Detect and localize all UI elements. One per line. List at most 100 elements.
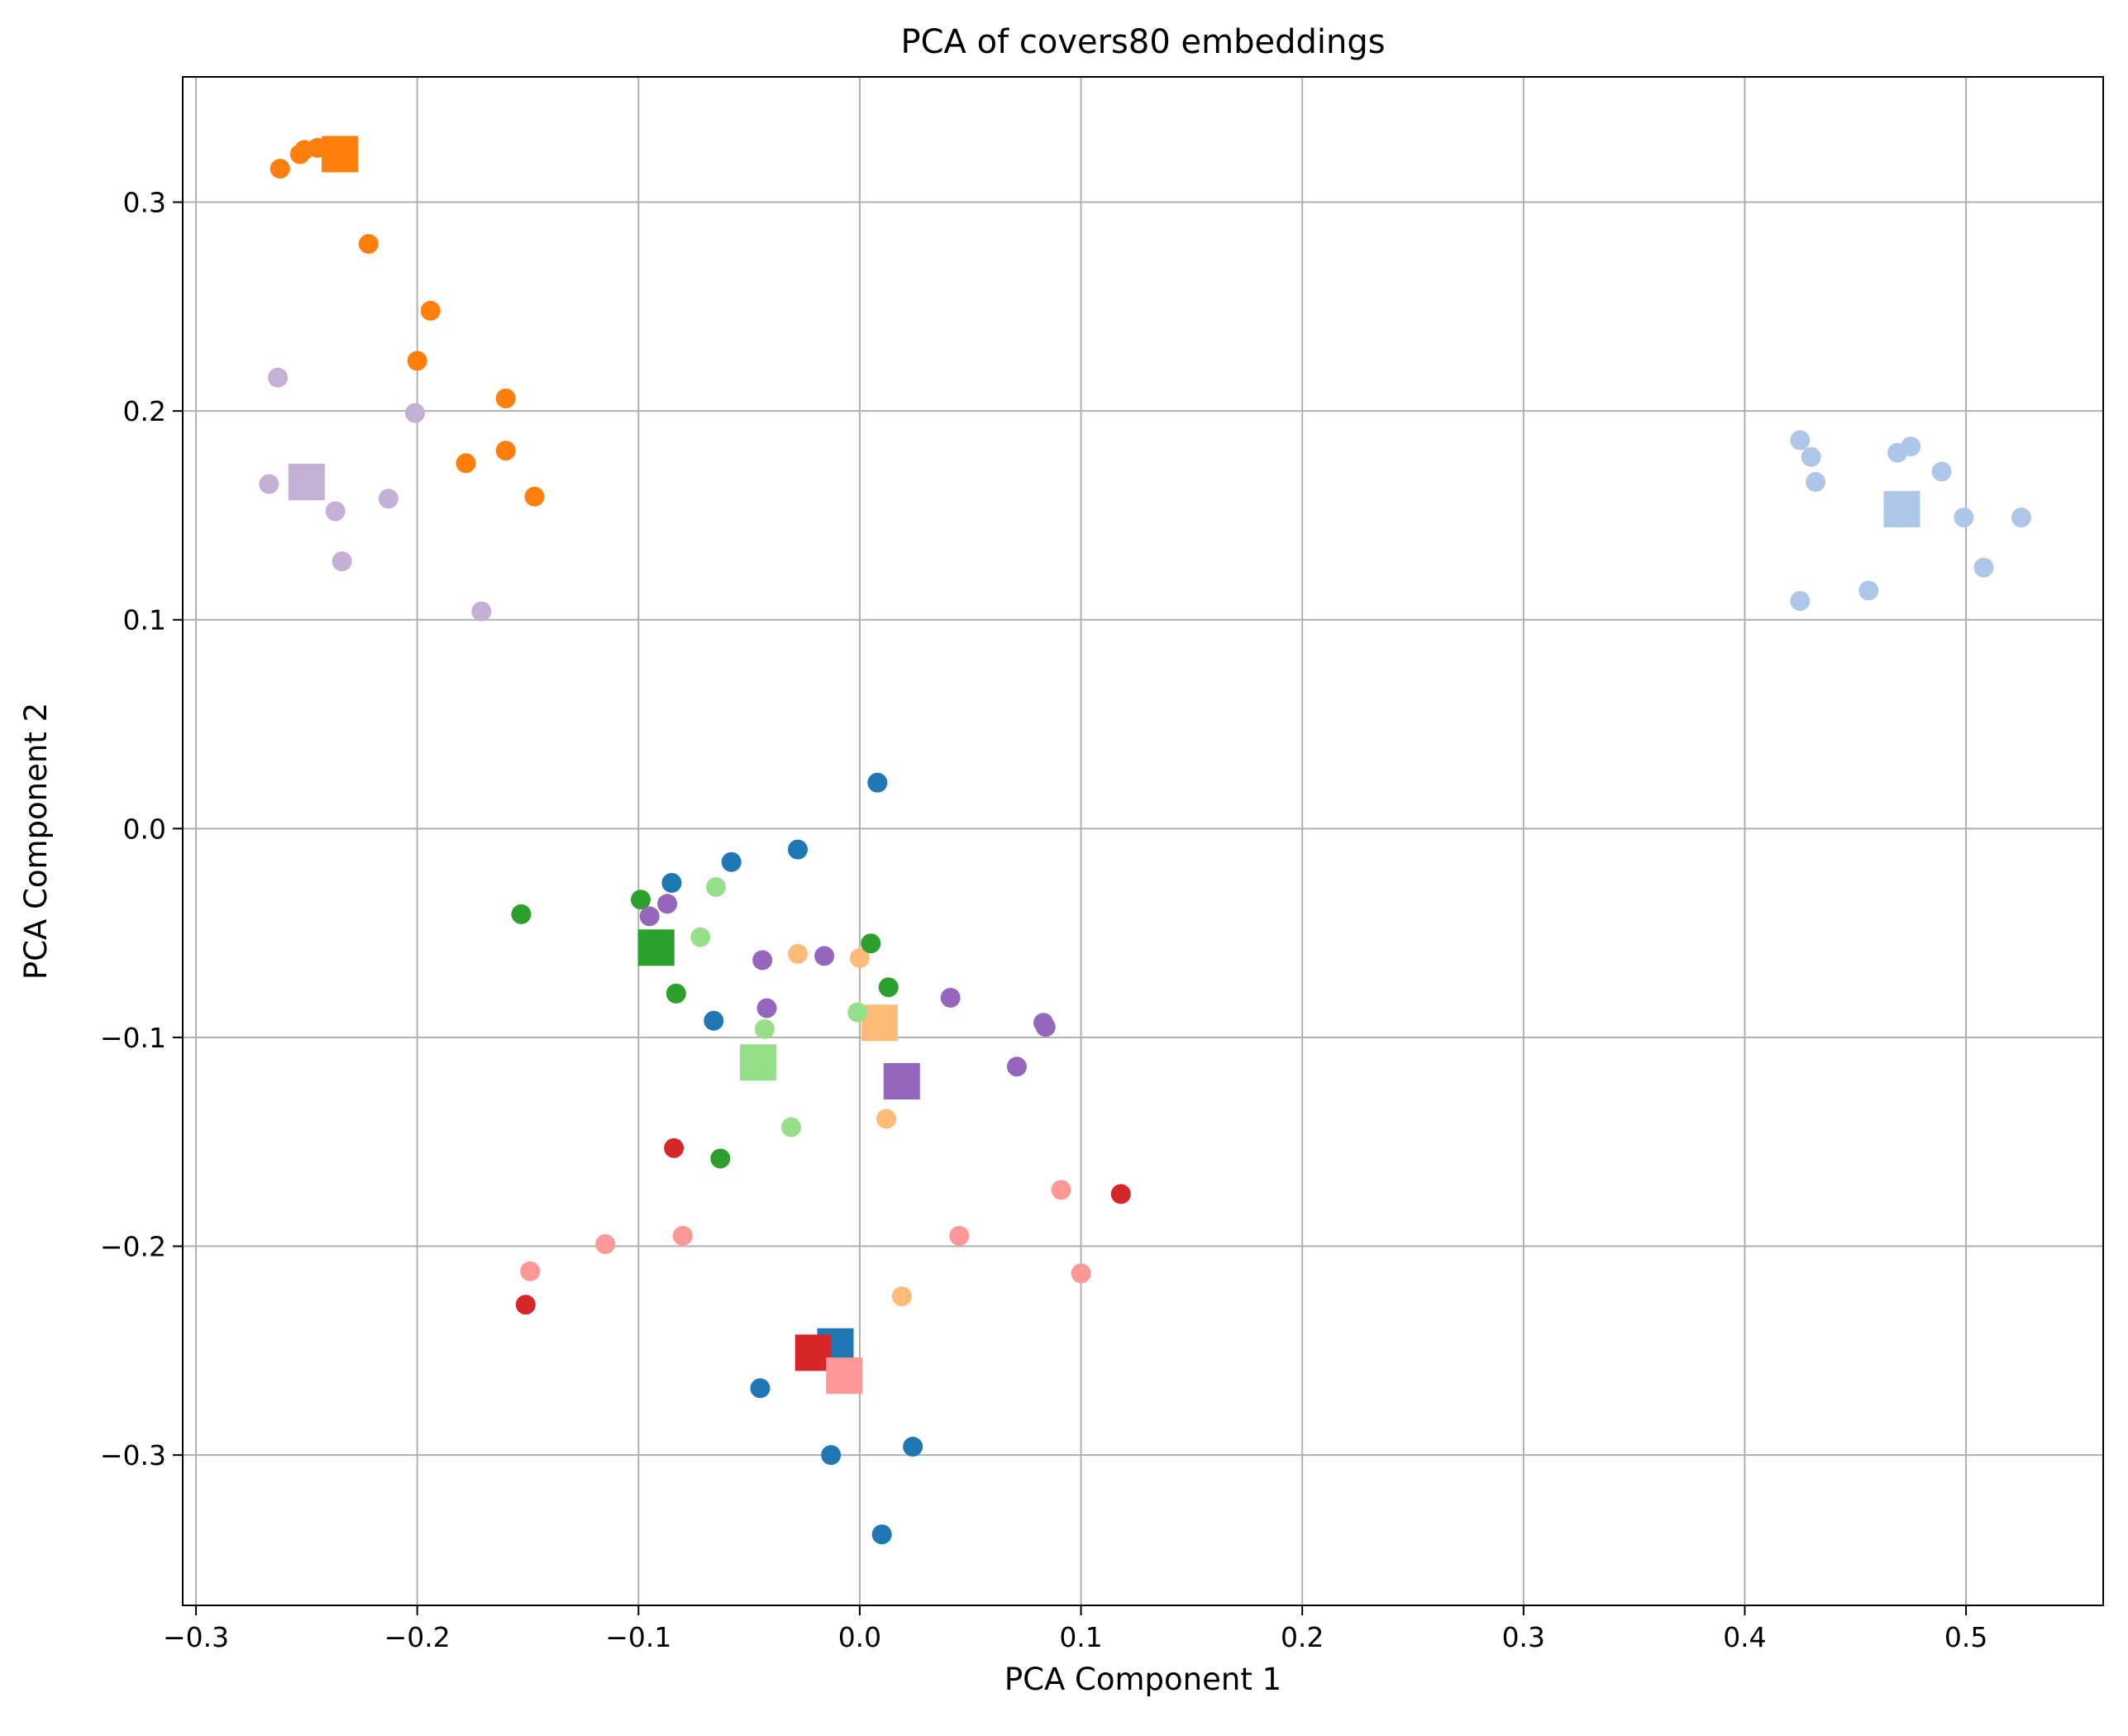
data-point (710, 1148, 731, 1169)
data-point (814, 946, 835, 966)
data-point (876, 1109, 897, 1129)
data-point (1051, 1180, 1071, 1200)
centroid-marker (861, 1004, 899, 1042)
data-point (511, 904, 532, 924)
data-point (788, 943, 809, 964)
data-point (1858, 580, 1879, 601)
data-point (1954, 507, 1974, 527)
data-point (407, 351, 427, 371)
centroid-marker (826, 1357, 863, 1395)
data-point (754, 1018, 775, 1039)
grid-lines (183, 77, 2103, 1605)
data-point (1973, 557, 1994, 578)
data-point (1931, 461, 1952, 482)
data-point (259, 474, 279, 494)
data-point (471, 601, 492, 622)
data-point (520, 1261, 541, 1281)
data-point (752, 950, 773, 971)
data-point (690, 927, 711, 947)
data-point (849, 947, 870, 968)
data-point (666, 983, 686, 1004)
data-point (405, 403, 426, 423)
data-point (664, 1137, 685, 1158)
data-point (847, 1002, 868, 1023)
data-point (672, 1225, 693, 1246)
x-tick-label: 0.1 (1059, 1621, 1102, 1653)
data-point (1006, 1056, 1027, 1077)
data-point (639, 906, 660, 927)
data-point (325, 501, 346, 522)
y-tick-label: 0.3 (123, 187, 166, 219)
data-point (1901, 436, 1921, 457)
data-point (891, 1286, 912, 1307)
data-point (1801, 446, 1821, 467)
y-tick-label: −0.2 (100, 1231, 166, 1263)
x-axis-label: PCA Component 1 (1004, 1662, 1281, 1697)
y-tick-label: −0.3 (100, 1439, 166, 1471)
x-tick-label: −0.3 (163, 1621, 229, 1653)
data-point (721, 851, 742, 872)
data-point (2011, 507, 2031, 527)
data-points (259, 136, 2031, 1545)
data-point (524, 486, 545, 507)
data-point (1035, 1017, 1056, 1037)
y-tick-label: −0.1 (100, 1022, 166, 1054)
x-tick-label: 0.0 (838, 1621, 881, 1653)
data-point (940, 987, 961, 1008)
x-tick-label: −0.2 (384, 1621, 451, 1653)
data-point (1110, 1184, 1131, 1204)
data-point (1071, 1263, 1091, 1284)
data-point (871, 1524, 892, 1545)
data-point (1806, 472, 1826, 493)
x-tick-label: 0.2 (1281, 1621, 1324, 1653)
data-point (861, 933, 881, 954)
data-point (456, 453, 476, 474)
y-tick-label: 0.2 (123, 395, 166, 427)
data-point (270, 159, 290, 179)
data-point (867, 772, 888, 793)
data-point (704, 1010, 724, 1031)
x-tick-label: 0.4 (1723, 1621, 1766, 1653)
data-point (705, 877, 726, 898)
data-point (657, 894, 678, 914)
centroid-marker (883, 1062, 920, 1099)
data-point (661, 873, 682, 894)
centroid-marker (288, 464, 325, 501)
axis-ticks: −0.3 −0.2 −0.1 0.0 0.1 0.2 0.3 0.4 0.5 −0.3 −0.2 −0… (100, 187, 1987, 1653)
centroid-marker (794, 1334, 832, 1371)
data-point (495, 388, 516, 408)
chart-title: PCA of covers80 embeddings (900, 23, 1385, 61)
centroid-marker (739, 1044, 776, 1081)
x-tick-label: −0.1 (605, 1621, 671, 1653)
y-tick-label: 0.0 (123, 813, 166, 845)
data-point (949, 1225, 970, 1246)
data-point (1790, 591, 1811, 612)
data-point (903, 1437, 923, 1457)
x-tick-label: 0.3 (1502, 1621, 1545, 1653)
data-point (378, 489, 398, 509)
data-point (630, 889, 651, 910)
data-point (1790, 430, 1811, 451)
y-tick-label: 0.1 (123, 604, 166, 637)
data-point (495, 441, 516, 461)
data-point (788, 839, 809, 860)
data-point (595, 1234, 616, 1255)
x-tick-label: 0.5 (1944, 1621, 1987, 1653)
data-point (332, 551, 352, 572)
data-point (420, 300, 441, 321)
data-point (780, 1117, 801, 1137)
centroid-marker (322, 136, 359, 173)
data-point (878, 977, 899, 998)
plot-frame (182, 76, 2104, 1606)
data-point (750, 1378, 771, 1399)
centroid-marker (637, 929, 675, 966)
data-point (756, 998, 777, 1018)
data-point (268, 367, 289, 388)
data-point (515, 1295, 536, 1315)
data-point (821, 1445, 842, 1466)
centroid-marker (1883, 490, 1920, 527)
data-point (358, 234, 379, 255)
y-axis-label: PCA Component 2 (18, 703, 54, 980)
